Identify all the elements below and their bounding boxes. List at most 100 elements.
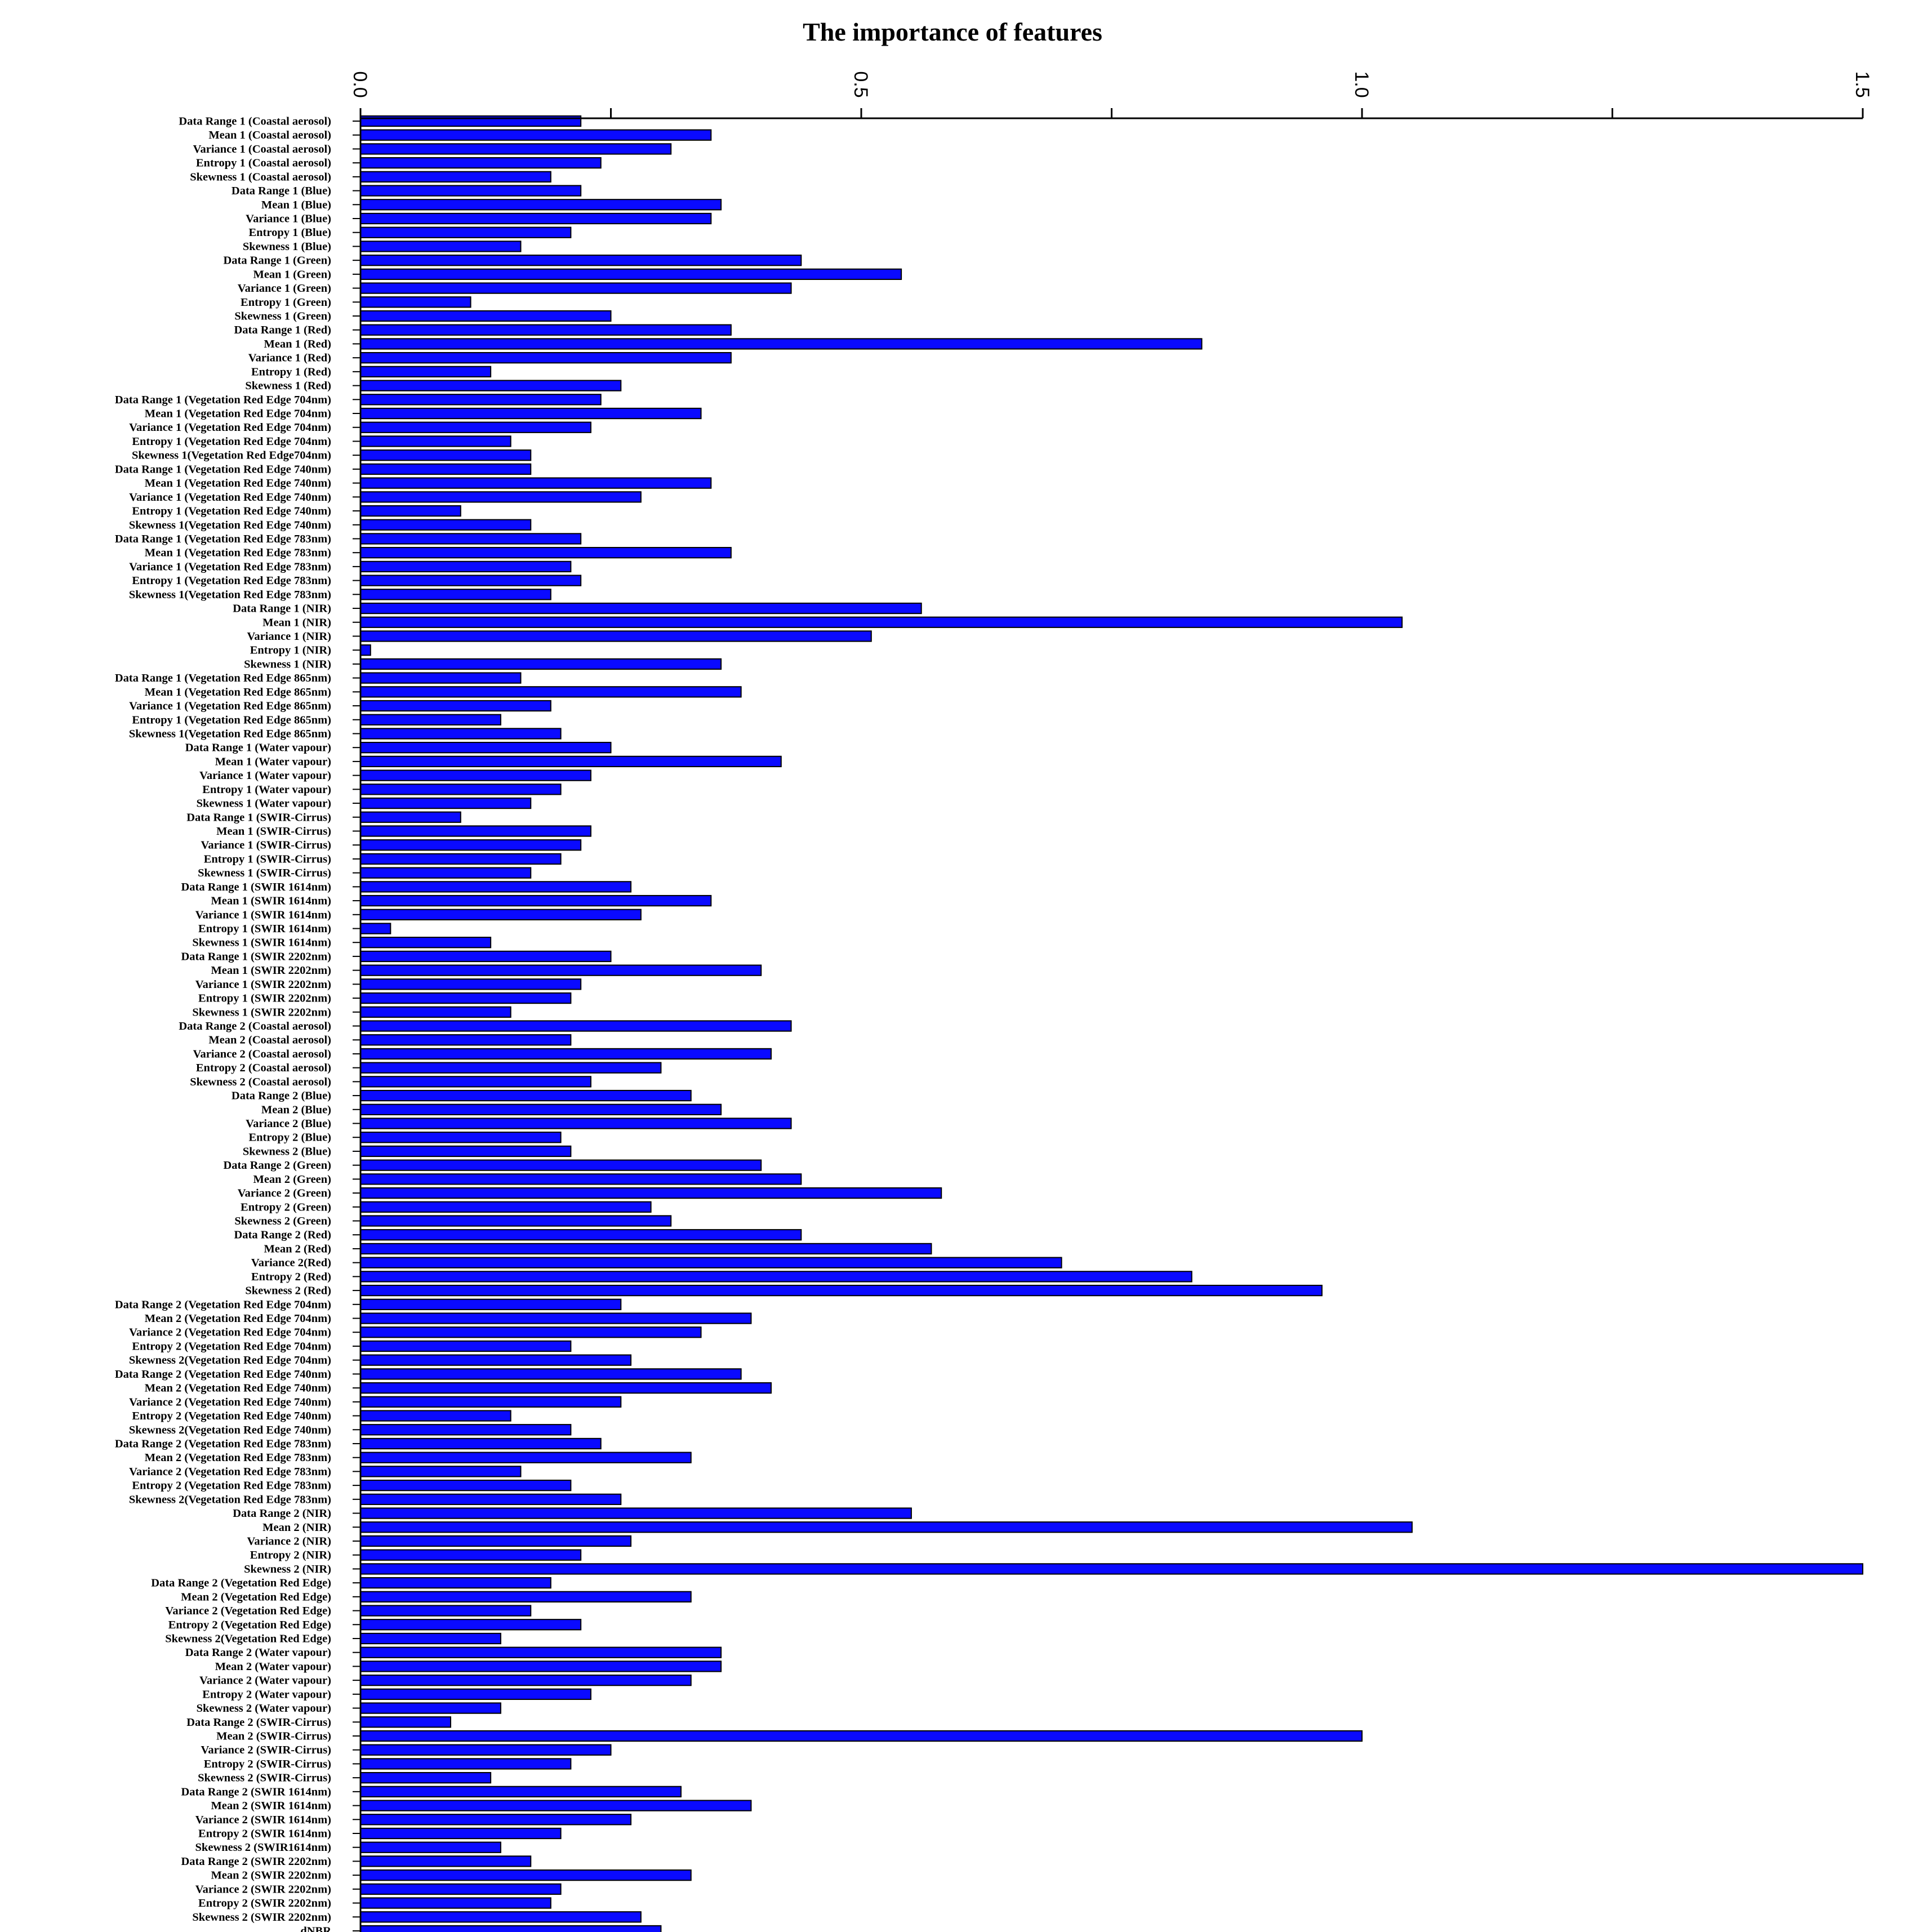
y-tick-label: Data Range 2 (Vegetation Red Edge 704nm) — [115, 1298, 331, 1311]
y-tick-label: Variance 2 (Blue) — [246, 1118, 331, 1130]
y-tick-label: Skewness 2 (Red) — [245, 1285, 331, 1297]
bar — [360, 519, 532, 531]
y-tick-label: Entropy 2 (SWIR 2202nm) — [198, 1897, 331, 1909]
bar — [360, 212, 712, 225]
y-tick-label: Mean 1 (Blue) — [261, 199, 331, 211]
bar — [360, 672, 522, 684]
bar — [360, 407, 702, 420]
bar — [360, 226, 572, 238]
bar — [360, 923, 391, 934]
y-tick-label: Mean 1 (SWIR-Cirrus) — [216, 825, 331, 838]
bar — [360, 784, 562, 795]
y-tick-label: Skewness 1 (Coastal aerosol) — [190, 171, 331, 183]
bar — [360, 1716, 452, 1728]
bar — [360, 797, 532, 809]
y-tick-label: Entropy 1 (Water vapour) — [202, 784, 331, 796]
y-tick-label: Mean 2 (Green) — [253, 1173, 331, 1186]
bar — [360, 1744, 612, 1756]
y-tick-label: Mean 2 (Vegetation Red Edge) — [181, 1591, 331, 1603]
y-tick-label: Data Range 1 (Vegetation Red Edge 865nm) — [115, 672, 331, 684]
y-tick-label: Mean 1 (Vegetation Red Edge 740nm) — [145, 477, 331, 489]
y-tick-label: Data Range 2 (Red) — [234, 1229, 331, 1241]
bar — [360, 449, 532, 461]
bar — [360, 1855, 532, 1867]
bar — [360, 1786, 682, 1797]
y-tick-label: Skewness 2 (Green) — [234, 1215, 331, 1227]
y-tick-label: Skewness 1 (Blue) — [243, 241, 331, 253]
bar — [360, 1326, 702, 1338]
bar — [360, 1605, 532, 1617]
bar — [360, 1883, 562, 1895]
bar — [360, 1034, 572, 1046]
y-tick-label: Data Range 2 (Blue) — [232, 1090, 331, 1102]
y-tick-label: Variance 2 (Vegetation Red Edge 740nm) — [129, 1396, 331, 1408]
bar — [360, 867, 532, 879]
y-tick-label: Variance 1 (Red) — [248, 352, 331, 364]
bar — [360, 1911, 642, 1923]
y-tick-label: Mean 1 (Vegetation Red Edge 865nm) — [145, 686, 331, 698]
bar — [360, 1674, 692, 1686]
bar — [360, 296, 471, 308]
bar — [360, 937, 492, 949]
bar — [360, 1132, 562, 1143]
y-tick-label: Variance 1 (SWIR-Cirrus) — [201, 839, 331, 852]
bar — [360, 769, 591, 781]
y-tick-label: Mean 2 (Red) — [264, 1243, 331, 1255]
y-tick-label: Variance 2 (Water vapour) — [199, 1675, 331, 1687]
bar — [360, 268, 902, 281]
y-tick-label: Mean 2 (Blue) — [261, 1103, 331, 1116]
bar — [360, 491, 642, 503]
bar — [360, 1549, 582, 1561]
bar — [360, 825, 591, 837]
y-tick-label: Mean 1 (Coastal aerosol) — [208, 129, 331, 141]
y-tick-label: Data Range 1 (Water vapour) — [185, 742, 331, 754]
y-tick-label: Data Range 2 (Coastal aerosol) — [179, 1020, 331, 1032]
bar — [360, 644, 371, 656]
bar — [360, 352, 732, 364]
y-tick-label: Skewness 2(Vegetation Red Edge 704nm) — [129, 1354, 331, 1366]
bar — [360, 1577, 551, 1589]
bar — [360, 1841, 501, 1853]
bar — [360, 755, 782, 768]
bar — [360, 185, 582, 197]
y-tick-label: Entropy 1 (Coastal aerosol) — [196, 157, 331, 170]
x-tick-label: 0.0 — [349, 71, 371, 97]
y-tick-label: Skewness 2(Vegetation Red Edge 740nm) — [129, 1424, 331, 1436]
chart-title: The importance of features — [803, 17, 1102, 46]
y-tick-label: Mean 2 (SWIR 1614nm) — [211, 1800, 331, 1812]
bar — [360, 881, 632, 893]
y-tick-label: Data Range 1 (SWIR 1614nm) — [181, 881, 332, 893]
y-tick-label: Data Range 1 (Green) — [224, 255, 332, 267]
y-tick-label: Entropy 2 (Red) — [251, 1271, 331, 1283]
y-tick-label: Skewness 1 (SWIR 2202nm) — [192, 1006, 331, 1018]
y-tick-label: Data Range 1 (Vegetation Red Edge 740nm) — [115, 463, 331, 475]
y-tick-label: Mean 1 (SWIR 2202nm) — [211, 964, 331, 977]
y-tick-label: Variance 2 (Coastal aerosol) — [193, 1048, 331, 1060]
y-tick-label: Entropy 1 (Red) — [251, 366, 331, 378]
bar — [360, 742, 612, 754]
y-tick-label: Mean 2 (Coastal aerosol) — [208, 1034, 331, 1047]
y-tick-label: Variance 1 (SWIR 2202nm) — [195, 978, 331, 991]
y-tick-label: Entropy 1 (Blue) — [248, 226, 331, 239]
y-tick-label: Data Range 1 (SWIR 2202nm) — [181, 950, 332, 963]
bar — [360, 1535, 632, 1547]
bar — [360, 616, 1403, 628]
bar — [360, 1118, 792, 1129]
y-tick-label: Data Range 2 (NIR) — [233, 1507, 331, 1520]
y-tick-label: Variance 2 (Vegetation Red Edge 704nm) — [129, 1326, 331, 1339]
y-tick-label: Mean 1 (Water vapour) — [215, 755, 331, 768]
y-tick-label: Variance 1 (SWIR 1614nm) — [195, 909, 331, 921]
bar — [360, 839, 582, 851]
bar — [360, 1466, 522, 1477]
bar — [360, 1006, 511, 1018]
bar — [360, 1479, 572, 1492]
bar — [360, 199, 722, 211]
bar — [360, 1591, 692, 1602]
bar — [360, 1493, 622, 1505]
bar — [360, 241, 522, 252]
bar — [360, 1089, 692, 1102]
bar — [360, 630, 872, 642]
bar — [360, 366, 492, 378]
bar — [360, 1688, 591, 1700]
y-tick-label: Variance 2 (SWIR 2202nm) — [195, 1883, 331, 1895]
